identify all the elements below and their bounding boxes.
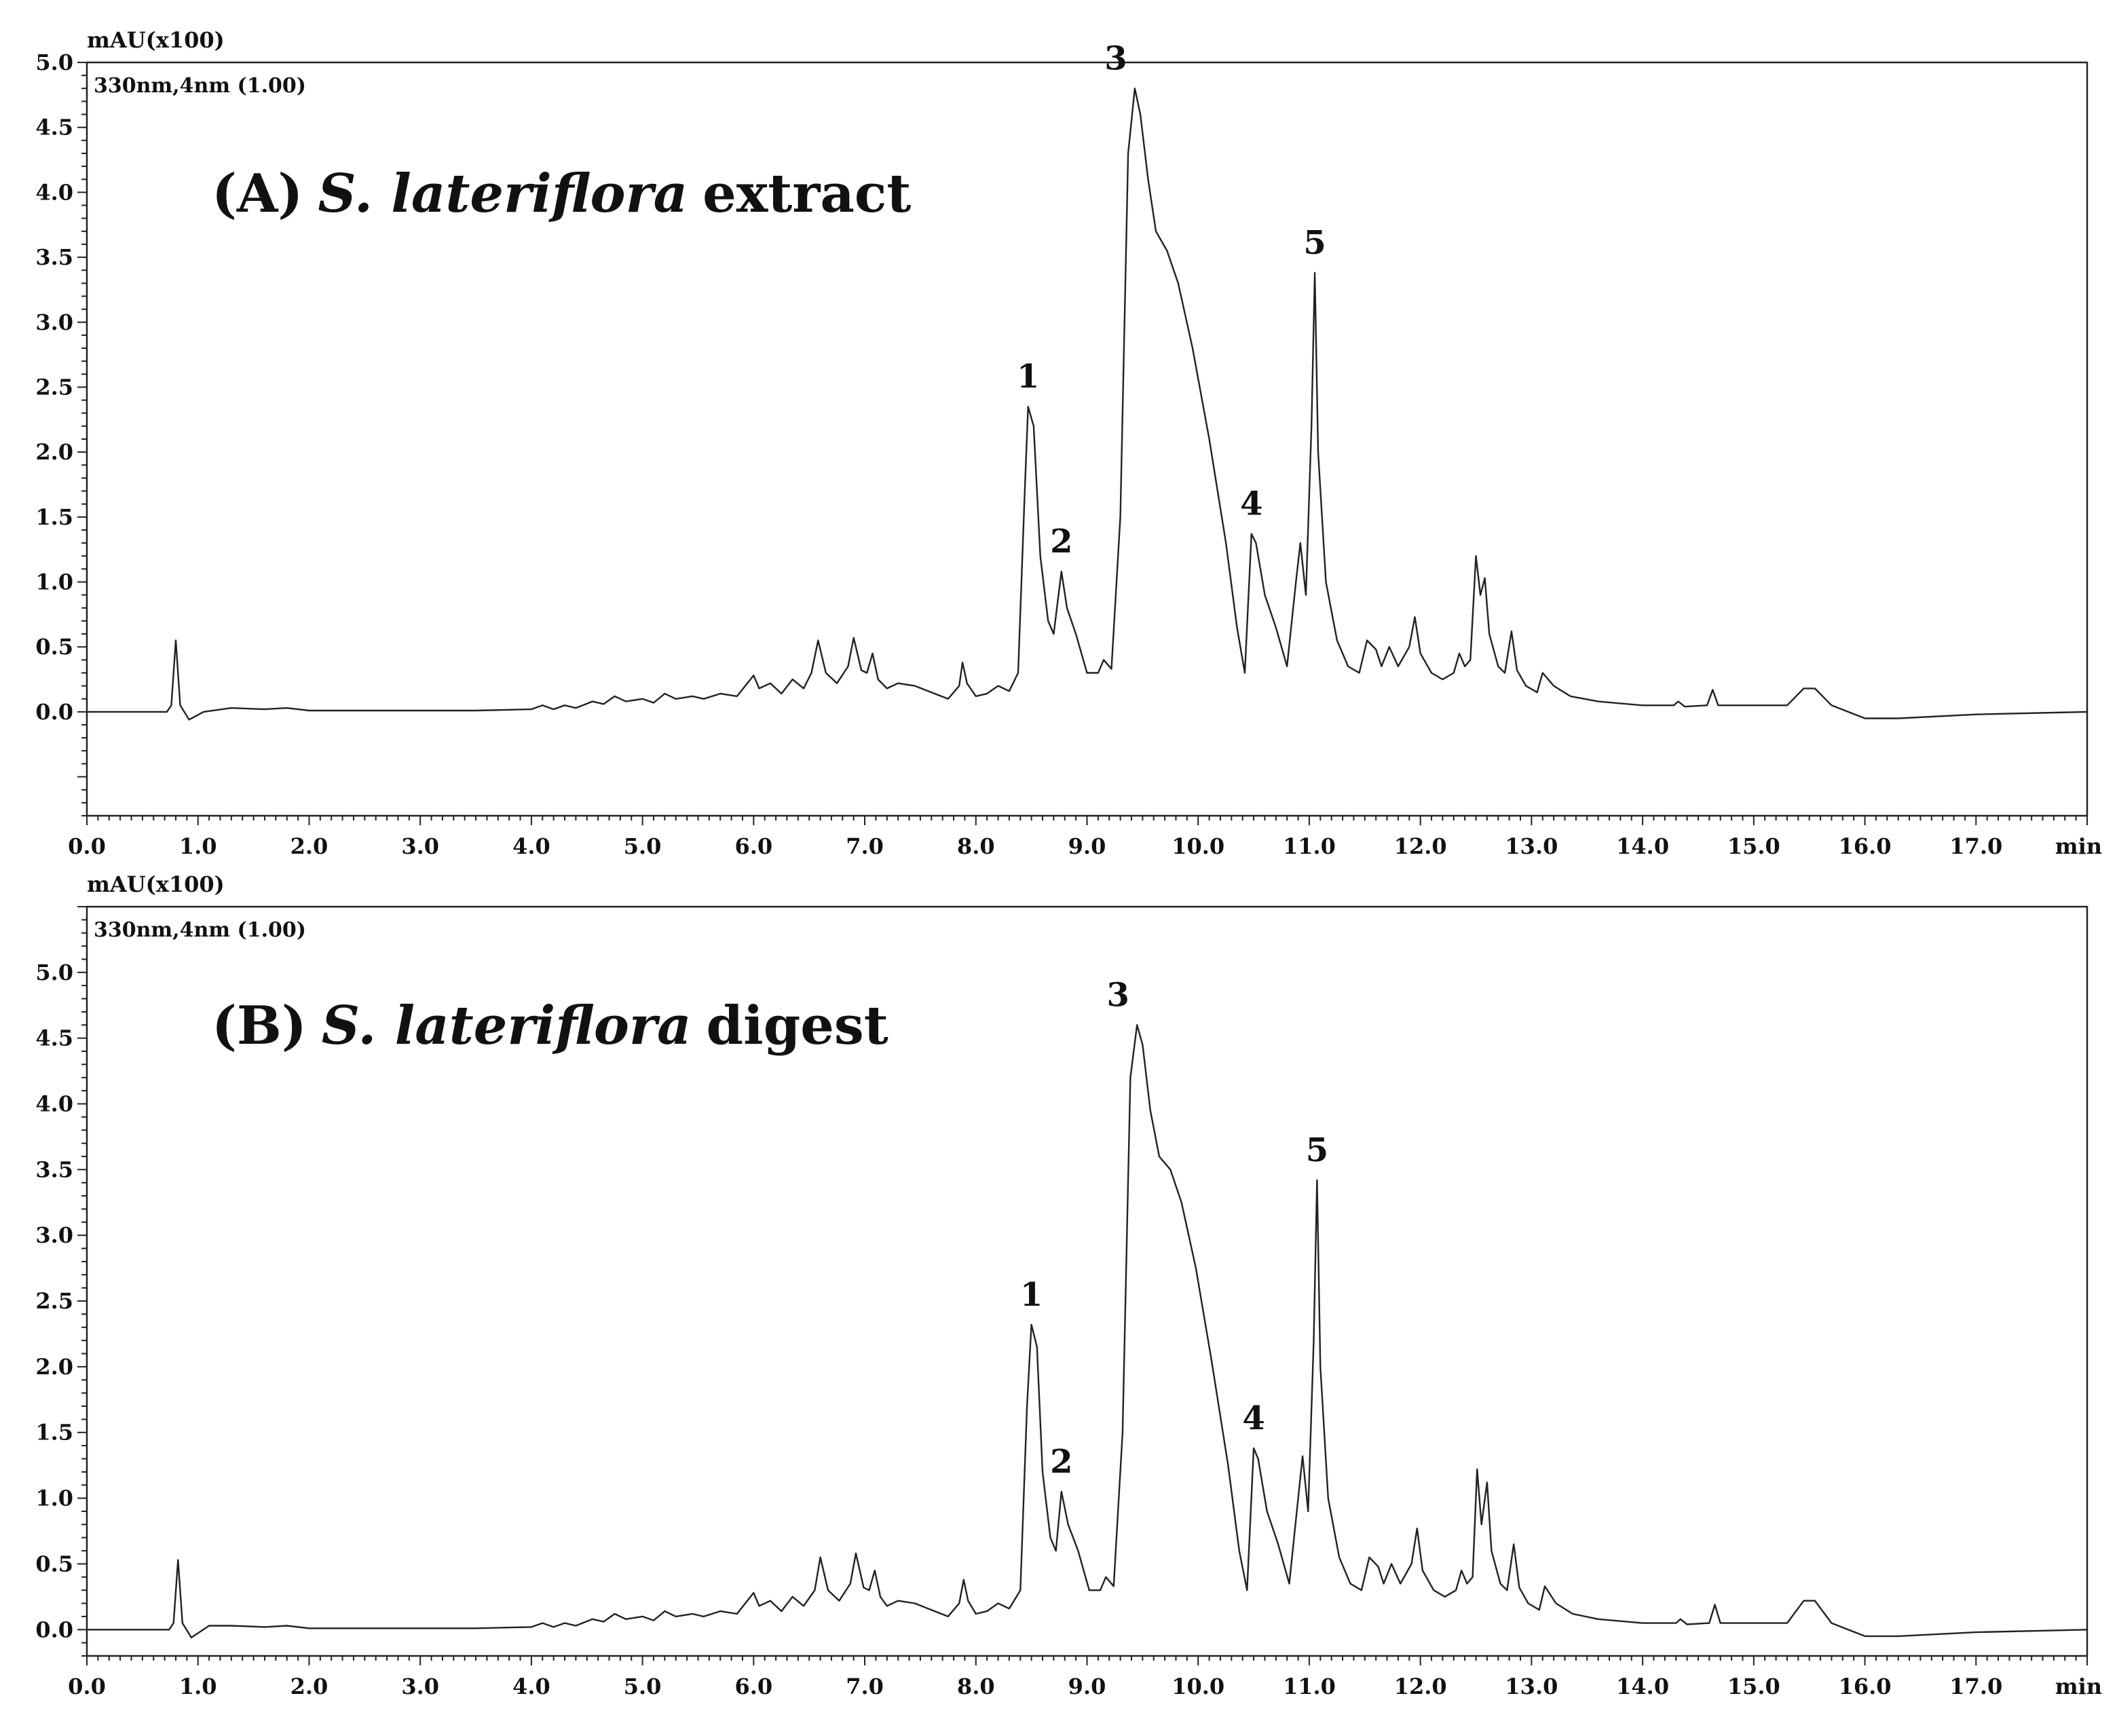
x-axis-label: min [2055, 833, 2102, 859]
panel-letter: (B) [212, 995, 307, 1057]
x-tick-label: 1.0 [179, 833, 217, 859]
panel-species: S. lateriflora [318, 163, 688, 225]
y-axis-label: mAU(x100) [87, 871, 225, 897]
x-tick-label: 11.0 [1283, 833, 1336, 859]
y-tick-label: 3.5 [35, 244, 73, 270]
x-tick-label: 17.0 [1949, 1674, 2002, 1699]
x-tick-label: 15.0 [1727, 833, 1780, 859]
y-tick-label: 4.5 [35, 1025, 73, 1051]
y-tick-label: 1.0 [35, 569, 73, 595]
detector-label: 330nm,4nm (1.00) [94, 74, 306, 98]
y-tick-label: 0.0 [35, 699, 73, 725]
x-tick-label: 1.0 [179, 1674, 217, 1699]
x-tick-label: 4.0 [512, 1674, 550, 1699]
y-tick-label: 1.0 [35, 1486, 73, 1511]
y-tick-label: 2.0 [35, 1354, 73, 1380]
x-tick-label: 4.0 [512, 833, 550, 859]
x-tick-label: 14.0 [1616, 1674, 1669, 1699]
x-tick-label: 2.0 [291, 1674, 329, 1699]
peak-label-4: 4 [1242, 1399, 1264, 1437]
y-axis-label: mAU(x100) [87, 27, 225, 53]
x-tick-label: 9.0 [1068, 833, 1106, 859]
x-tick-label: 10.0 [1172, 1674, 1224, 1699]
x-tick-label: 16.0 [1839, 1674, 1892, 1699]
detector-label: 330nm,4nm (1.00) [94, 918, 306, 942]
x-tick-label: 7.0 [846, 1674, 884, 1699]
y-tick-label: 2.5 [35, 1288, 73, 1314]
y-tick-label: 3.5 [35, 1156, 73, 1182]
x-tick-label: 0.0 [68, 1674, 106, 1699]
y-tick-label: 4.5 [35, 115, 73, 140]
x-tick-label: 15.0 [1727, 1674, 1780, 1699]
peak-label-5: 5 [1306, 1131, 1328, 1169]
panel-letter: (A) [212, 163, 303, 225]
y-tick-label: 1.5 [35, 1420, 73, 1446]
peak-label-2: 2 [1050, 523, 1072, 561]
panel-sample: extract [702, 163, 911, 225]
y-tick-label: 4.0 [35, 179, 73, 205]
x-tick-label: 12.0 [1394, 833, 1447, 859]
x-tick-label: 0.0 [68, 833, 106, 859]
x-tick-label: 8.0 [957, 833, 995, 859]
x-tick-label: 16.0 [1839, 833, 1892, 859]
x-tick-label: 8.0 [957, 1674, 995, 1699]
x-tick-label: 10.0 [1172, 833, 1224, 859]
peak-label-1: 1 [1020, 1276, 1043, 1314]
x-tick-label: 2.0 [291, 833, 329, 859]
chromatogram-panel-b: 0.0 0.5 1.0 1.5 2.0 2.5 3.0 3.5 4.0 4.5 5.0 0.0 1.0 2… [35, 871, 2102, 1699]
x-tick-label: 7.0 [846, 833, 884, 859]
x-tick-label: 12.0 [1394, 1674, 1447, 1699]
panel-title: (A) S. lateriflora extract [212, 163, 911, 225]
peak-label-2: 2 [1050, 1443, 1072, 1481]
y-tick-label: 1.5 [35, 504, 73, 530]
y-tick-label: 0.5 [35, 1551, 73, 1577]
x-tick-label: 14.0 [1616, 833, 1669, 859]
x-tick-label: 11.0 [1283, 1674, 1336, 1699]
chromatogram-trace [87, 88, 2088, 721]
x-tick-label: 13.0 [1505, 833, 1558, 859]
y-tick-label: 2.5 [35, 374, 73, 400]
y-tick-label: 0.0 [35, 1617, 73, 1642]
x-tick-label: 5.0 [624, 833, 662, 859]
y-tick-label: 0.5 [35, 634, 73, 660]
peak-label-4: 4 [1240, 485, 1262, 523]
panel-species: S. lateriflora [322, 995, 692, 1057]
x-tick-label: 5.0 [624, 1674, 662, 1699]
chromatogram-panel-a: 0.0 0.5 1.0 1.5 2.0 2.5 3.0 3.5 4.0 4.5 5.0 0.0 1.0 2… [35, 27, 2102, 859]
peak-label-5: 5 [1303, 224, 1326, 262]
y-tick-label: 5.0 [35, 50, 73, 75]
x-tick-label: 6.0 [734, 1674, 772, 1699]
y-tick-label: 3.0 [35, 309, 73, 335]
peak-label-3: 3 [1104, 39, 1127, 77]
panel-sample: digest [707, 995, 888, 1057]
y-tick-label: 4.0 [35, 1091, 73, 1117]
panel-title: (B) S. lateriflora digest [212, 995, 888, 1057]
y-tick-label: 5.0 [35, 960, 73, 985]
x-tick-label: 3.0 [401, 833, 439, 859]
x-tick-label: 6.0 [734, 833, 772, 859]
y-tick-label: 2.0 [35, 439, 73, 465]
peak-label-3: 3 [1106, 976, 1129, 1014]
x-tick-label: 13.0 [1505, 1674, 1558, 1699]
y-tick-label: 3.0 [35, 1222, 73, 1248]
peak-label-1: 1 [1017, 358, 1039, 396]
x-tick-label: 9.0 [1068, 1674, 1106, 1699]
x-tick-label: 3.0 [401, 1674, 439, 1699]
x-tick-label: 17.0 [1949, 833, 2002, 859]
chromatogram-trace [87, 1024, 2088, 1639]
x-axis-label: min [2055, 1674, 2102, 1699]
